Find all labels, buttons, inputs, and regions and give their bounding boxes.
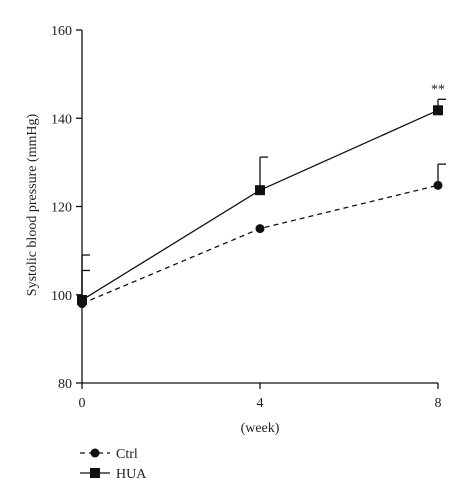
legend: Ctrl HUA bbox=[80, 447, 147, 482]
x-tick-label: 8 bbox=[435, 396, 442, 411]
legend-marker-hua bbox=[90, 468, 100, 478]
significance-annotation: ** bbox=[431, 82, 445, 97]
y-tick-label: 160 bbox=[51, 24, 72, 39]
legend-item-hua: HUA bbox=[80, 467, 147, 482]
data-point-ctrl bbox=[433, 180, 443, 190]
y-tick-label: 80 bbox=[58, 377, 72, 392]
y-ticks: 80 100 120 140 160 bbox=[51, 24, 82, 392]
x-tick-label: 0 bbox=[79, 396, 86, 411]
series-line-ctrl bbox=[81, 184, 439, 305]
y-tick-label: 100 bbox=[51, 289, 72, 304]
axes bbox=[81, 30, 438, 384]
series-hua bbox=[77, 98, 446, 306]
legend-marker-ctrl bbox=[90, 448, 100, 458]
plot-area: ** bbox=[77, 82, 446, 309]
x-ticks: 0 4 8 bbox=[79, 383, 442, 411]
series-line-hua bbox=[81, 109, 439, 301]
y-tick-label: 120 bbox=[51, 201, 72, 216]
legend-label-ctrl: Ctrl bbox=[116, 447, 138, 462]
legend-item-ctrl: Ctrl bbox=[80, 447, 138, 462]
data-point-hua bbox=[77, 295, 87, 306]
data-point-hua bbox=[255, 185, 265, 196]
data-point-hua bbox=[433, 105, 443, 116]
x-tick-label: 4 bbox=[257, 396, 264, 411]
y-tick-label: 140 bbox=[51, 112, 72, 127]
y-axis-title: Systolic blood pressure (mmHg) bbox=[25, 113, 40, 296]
legend-label-hua: HUA bbox=[116, 467, 147, 482]
data-point-ctrl bbox=[255, 224, 265, 234]
x-axis-title: (week) bbox=[241, 421, 280, 436]
